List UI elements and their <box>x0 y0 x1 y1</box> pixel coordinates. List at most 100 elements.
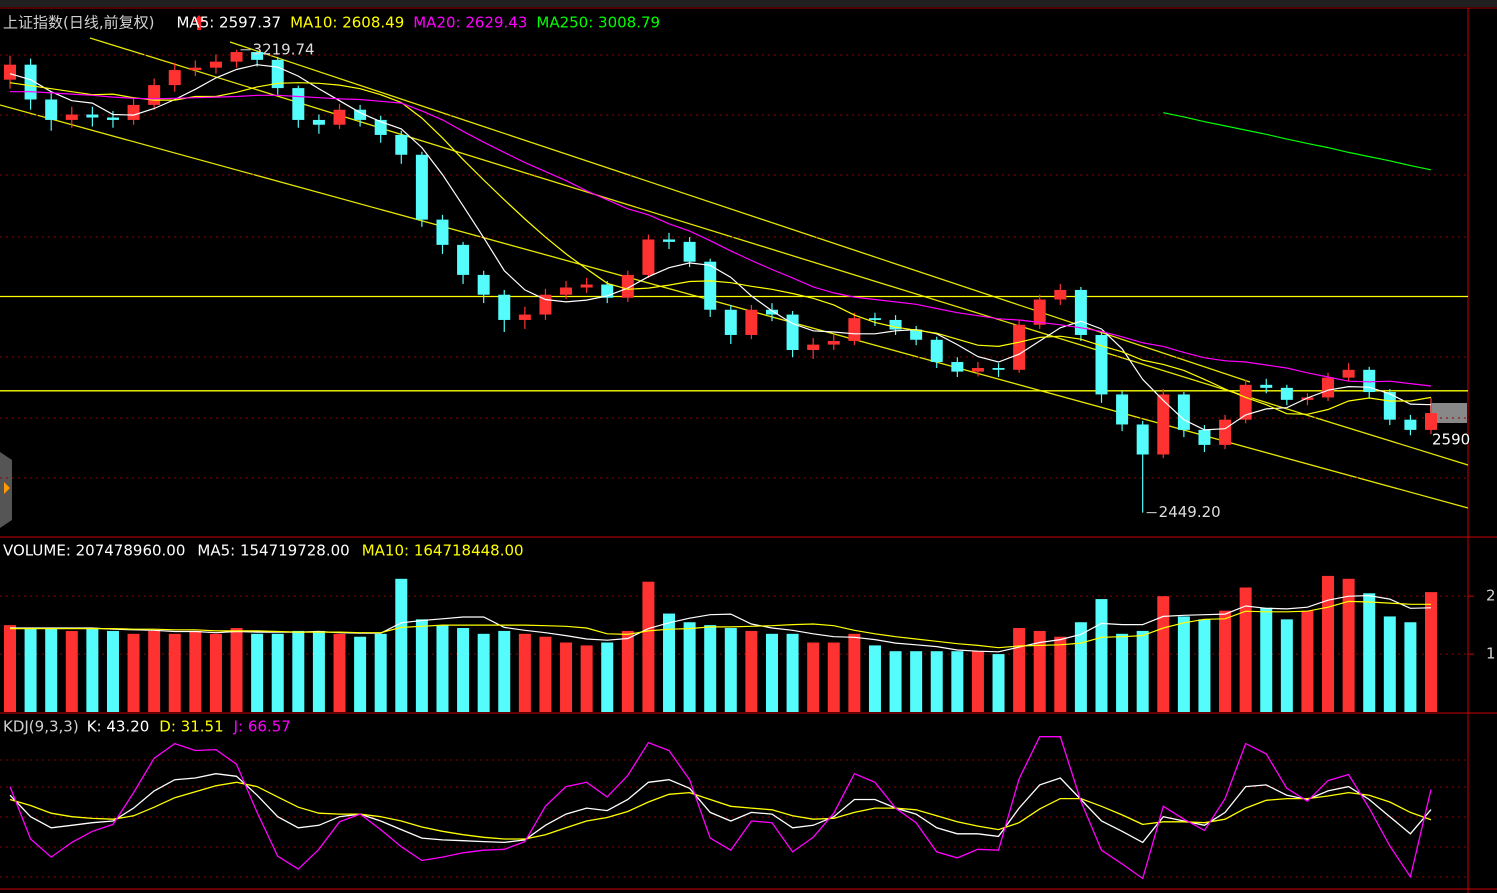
candle-body <box>457 244 470 275</box>
candle-body <box>209 61 222 68</box>
volume-bar <box>663 613 676 712</box>
volume-bar <box>724 628 737 712</box>
signal-icon <box>193 15 205 30</box>
volume-bar <box>436 625 449 712</box>
volume-bar <box>621 630 634 712</box>
volume-bar <box>292 630 305 712</box>
candle-body <box>910 329 923 340</box>
candle-body <box>1074 289 1087 335</box>
volume-bar <box>477 633 490 712</box>
candle-body <box>1177 394 1190 430</box>
volume-bar <box>807 642 820 712</box>
volume-bar <box>4 625 16 712</box>
side-tab-arrow <box>4 482 10 494</box>
legend-entry: MA5: 2597.37 <box>176 14 281 32</box>
candle-body <box>4 64 16 80</box>
volume-bar <box>1342 578 1355 712</box>
volume-bar <box>560 642 573 712</box>
volume-bar <box>765 633 778 712</box>
legend-entry: KDJ(9,3,3) <box>3 718 79 736</box>
volume-bar <box>889 651 902 712</box>
candle-body <box>889 319 902 330</box>
volume-bar <box>786 633 799 712</box>
candle-body <box>65 114 78 120</box>
volume-bar <box>1136 630 1149 712</box>
y-tick-label: 1 <box>1486 645 1496 663</box>
legend-entry: MA10: 2608.49 <box>290 14 404 32</box>
candle-body <box>1013 324 1026 370</box>
volume-bar <box>827 642 840 712</box>
volume-bar <box>704 625 717 712</box>
candle-body <box>848 318 861 341</box>
volume-bar <box>1116 633 1129 712</box>
candle-body <box>1033 299 1046 325</box>
volume-ma-line <box>10 594 1432 653</box>
candle-body <box>621 274 634 298</box>
annotation-label: 3219.74 <box>253 40 315 58</box>
candle-body <box>127 104 140 120</box>
candle-body <box>765 309 778 315</box>
volume-bar <box>230 628 243 712</box>
candle-body <box>148 85 161 105</box>
candle-body <box>251 52 264 60</box>
legend-entry: 上证指数(日线,前复权) <box>3 14 154 32</box>
candle-body <box>1136 424 1149 455</box>
volume-bar <box>1177 616 1190 712</box>
candle-body <box>1383 392 1396 420</box>
ma-line <box>9 82 1432 415</box>
volume-bar <box>971 651 984 712</box>
candle-body <box>498 294 511 320</box>
legend-entry: MA5: 154719728.00 <box>197 542 349 560</box>
volume-bar <box>209 633 222 712</box>
volume-bar <box>1383 616 1396 712</box>
candle-body <box>168 70 181 86</box>
legend-entry: K: 43.20 <box>87 718 150 736</box>
volume-bar <box>1054 636 1067 712</box>
volume-bar <box>251 633 264 712</box>
volume-bar <box>1239 587 1252 712</box>
volume-bar <box>642 581 655 712</box>
candle-body <box>642 239 655 275</box>
volume-bar <box>457 628 470 712</box>
volume-bar <box>189 630 202 712</box>
candle-body <box>663 239 676 242</box>
candle-body <box>1219 419 1232 445</box>
volume-bar <box>1301 610 1314 712</box>
candle-body <box>292 88 305 120</box>
candle-body <box>786 314 799 350</box>
volume-bar <box>539 636 552 712</box>
volume-bar <box>65 630 78 712</box>
volume-bar <box>1095 599 1108 712</box>
volume-bar <box>745 630 758 712</box>
volume-bar <box>1404 622 1417 712</box>
volume-bar <box>1198 619 1211 712</box>
candle-body <box>1260 384 1273 388</box>
volume-bar <box>374 633 387 712</box>
volume-bar <box>1157 596 1170 712</box>
legend-entry: J: 66.57 <box>233 718 291 736</box>
candle-body <box>1322 377 1335 398</box>
candle-body <box>86 114 99 118</box>
ma-line <box>1163 112 1432 171</box>
volume-bar <box>1074 622 1087 712</box>
legend-entry: D: 31.51 <box>159 718 223 736</box>
candle-body <box>312 119 325 125</box>
volume-bar <box>395 578 408 712</box>
candle-body <box>1198 429 1211 445</box>
candle-body <box>930 339 943 363</box>
candle-body <box>230 52 243 62</box>
volume-bar <box>1280 619 1293 712</box>
volume-bar <box>518 633 531 712</box>
volume-bar <box>271 633 284 712</box>
volume-bar <box>951 651 964 712</box>
candle-body <box>1054 289 1067 300</box>
candle-body <box>518 314 531 320</box>
volume-bar <box>601 642 614 712</box>
candle-body <box>1363 369 1376 393</box>
candle-body <box>951 362 964 372</box>
candle-body <box>724 309 737 335</box>
volume-bar <box>1013 628 1026 712</box>
